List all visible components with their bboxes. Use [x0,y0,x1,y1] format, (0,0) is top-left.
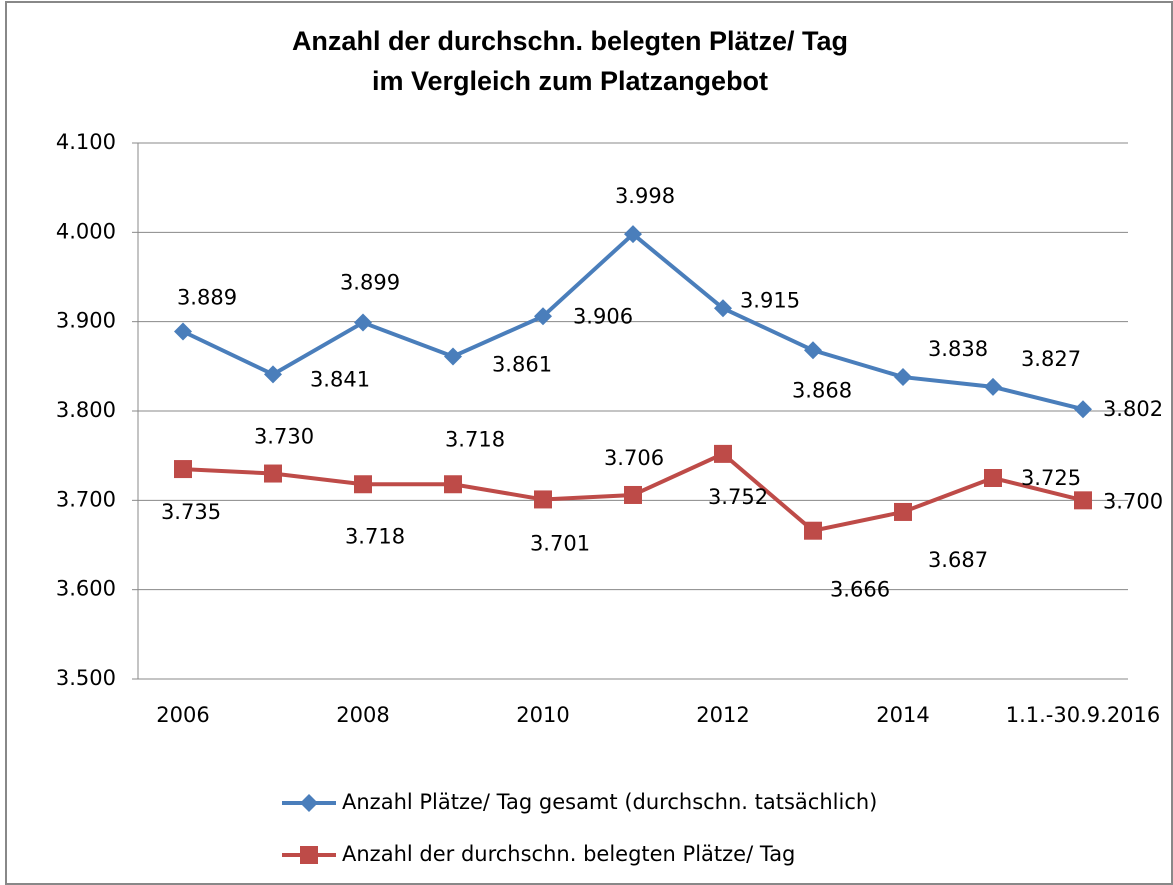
data-label: 3.700 [1103,489,1163,513]
point [714,299,732,318]
data-label: 3.827 [1021,347,1081,371]
point [174,322,192,341]
data-label: 3.718 [445,427,505,451]
data-label: 3.687 [928,548,988,572]
data-label: 3.725 [1021,466,1081,490]
data-label: 3.802 [1103,397,1163,421]
x-tick-label: 2010 [516,703,569,727]
point [264,365,282,384]
chart-border [5,1,1173,885]
y-tick-label: 3.500 [56,666,116,690]
x-tick-label: 2014 [876,703,929,727]
y-tick-label: 3.900 [56,309,116,333]
data-label: 3.730 [254,425,314,449]
data-label: 3.666 [830,578,890,602]
y-tick-label: 3.600 [56,577,116,601]
legend-marker [300,846,318,864]
x-tick-label: 2006 [156,703,209,727]
data-label: 3.735 [161,500,221,524]
point [894,502,912,521]
data-label: 3.899 [340,271,400,295]
y-tick-label: 4.100 [56,130,116,154]
point [984,377,1002,396]
point [354,475,372,494]
chart-title: im Vergleich zum Platzangebot [372,66,768,96]
point [624,225,642,244]
point [624,485,642,504]
x-tick-label: 2012 [696,703,749,727]
data-label: 3.706 [604,446,664,470]
y-tick-label: 3.800 [56,398,116,422]
point [1074,400,1092,419]
data-label: 3.701 [530,531,590,555]
data-label: 3.838 [928,337,988,361]
y-tick-label: 4.000 [56,219,116,243]
data-label: 3.718 [345,524,405,548]
point [174,460,192,479]
point [1074,491,1092,510]
data-label: 3.889 [177,285,237,309]
data-label: 3.868 [792,378,852,402]
y-tick-label: 3.700 [56,487,116,511]
data-label: 3.752 [708,485,768,509]
point [894,368,912,387]
data-label: 3.998 [615,184,675,208]
point [534,307,552,326]
legend-marker [300,794,318,812]
data-label: 3.841 [310,367,370,391]
point [444,475,462,494]
x-tick-label: 1.1.-30.9.2016 [1006,703,1161,727]
data-label: 3.915 [740,288,800,312]
point [444,347,462,366]
x-tick-label: 2008 [336,703,389,727]
point [534,490,552,509]
data-label: 3.861 [492,353,552,377]
chart-title: Anzahl der durchschn. belegten Plätze/ T… [292,26,848,56]
legend-label: Anzahl Plätze/ Tag gesamt (durchschn. ta… [342,790,877,814]
point [984,469,1002,487]
point [354,313,372,332]
point [804,341,822,360]
point [804,521,822,540]
legend-label: Anzahl der durchschn. belegten Plätze/ T… [342,842,795,866]
point [714,444,732,463]
data-label: 3.906 [573,304,633,328]
point [264,464,282,483]
